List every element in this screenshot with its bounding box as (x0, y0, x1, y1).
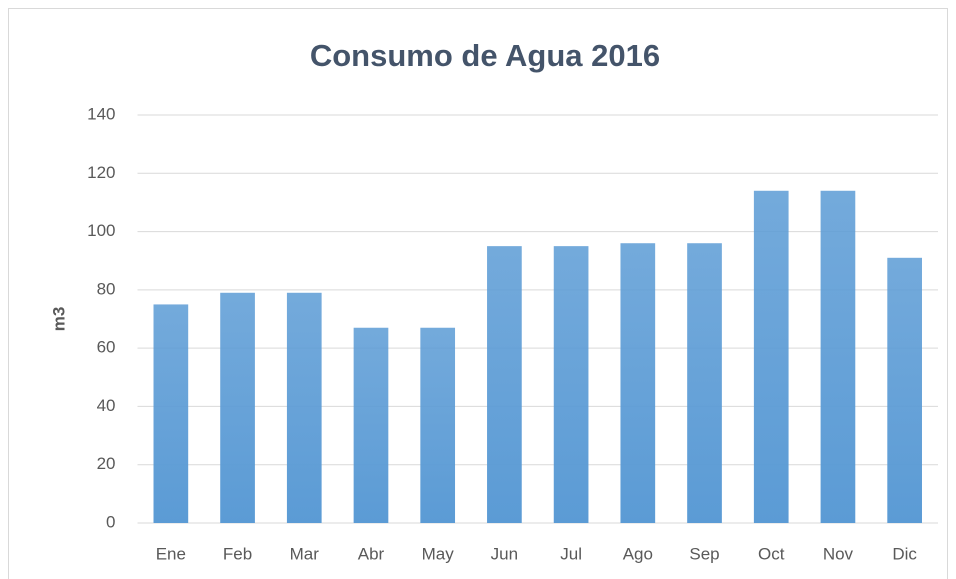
x-tick-label: Jun (491, 544, 518, 563)
bar (820, 190, 856, 523)
x-tick-label: Sep (689, 544, 719, 563)
x-tick-label: May (422, 544, 455, 563)
bar (687, 243, 722, 523)
bar (753, 190, 789, 523)
bar (353, 327, 389, 523)
x-tick-label: Jul (560, 544, 582, 563)
bar (153, 304, 189, 523)
y-tick-label: 40 (97, 396, 116, 415)
bar (420, 327, 456, 523)
bar (620, 243, 656, 523)
bar (286, 292, 322, 523)
y-tick-label: 100 (87, 221, 115, 240)
x-tick-label: Feb (223, 544, 252, 563)
bar (220, 292, 255, 523)
x-tick-label: Dic (892, 544, 917, 563)
x-tick-label: Ago (623, 544, 653, 563)
y-tick-label: 60 (97, 338, 116, 357)
chart-title: Consumo de Agua 2016 (310, 38, 660, 73)
bar (487, 246, 522, 523)
y-tick-label: 80 (97, 279, 116, 298)
y-tick-label: 120 (87, 163, 115, 182)
y-tick-label: 140 (87, 104, 115, 123)
bar (887, 257, 922, 523)
chart-frame (8, 8, 948, 579)
x-tick-label: Abr (358, 544, 385, 563)
x-tick-label: Ene (156, 544, 186, 563)
y-axis-label: m3 (49, 307, 68, 332)
bar (553, 246, 589, 523)
x-tick-label: Mar (290, 544, 320, 563)
x-tick-label: Nov (823, 544, 854, 563)
x-tick-label: Oct (758, 544, 785, 563)
y-tick-label: 20 (97, 454, 116, 473)
y-tick-label: 0 (106, 512, 115, 531)
